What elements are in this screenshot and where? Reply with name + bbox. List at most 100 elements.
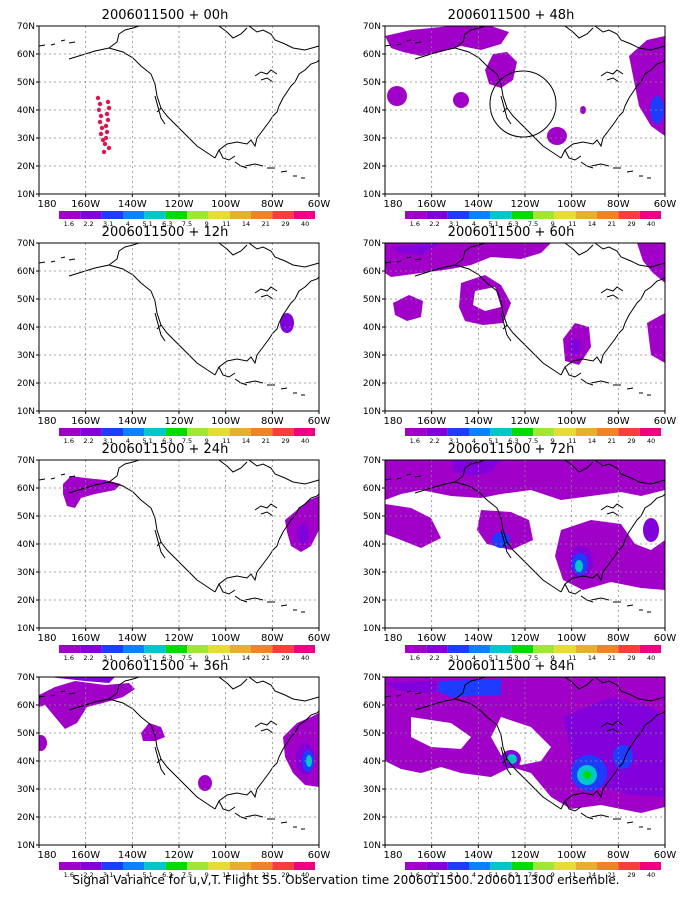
- lon-label: 140W: [464, 199, 493, 210]
- colorbar-label: 3.1: [103, 437, 113, 445]
- highlight-circle: [489, 70, 557, 138]
- colorbar-label: 2.2: [83, 220, 93, 228]
- lon-label: 80W: [607, 850, 630, 861]
- colorbar-label: 21: [262, 220, 270, 228]
- colorbar-label: 11: [568, 871, 576, 879]
- colorbar-swatch: [533, 862, 555, 870]
- colorbar-swatch: [447, 211, 469, 219]
- lat-label: 40N: [363, 757, 381, 767]
- lon-label: 120W: [165, 199, 194, 210]
- panel-title: 2006011500 + 60h: [447, 225, 575, 240]
- colorbar-label: 11: [568, 220, 576, 228]
- panel-48h: 2006011500 + 48h 10N 20N 30N 40N 50N 60N 70N 18…: [351, 8, 677, 228]
- colorbar-swatch: [426, 428, 448, 436]
- lon-label: 140W: [464, 850, 493, 861]
- lon-label: 100W: [557, 416, 586, 427]
- variance-field: [280, 313, 294, 333]
- lon-label: 60W: [654, 633, 677, 644]
- lon-label: 100W: [557, 633, 586, 644]
- lat-label: 30N: [17, 785, 35, 795]
- panel-title: 2006011500 + 72h: [447, 442, 575, 457]
- colorbar-swatch: [272, 645, 294, 653]
- colorbar-label: 1.6: [64, 871, 74, 879]
- lon-label: 60W: [654, 199, 677, 210]
- colorbar-swatch: [405, 645, 427, 653]
- colorbar-swatch: [251, 211, 273, 219]
- colorbar-label: 3.1: [103, 871, 113, 879]
- colorbar-label: 40: [647, 654, 655, 662]
- lat-label: 50N: [17, 729, 35, 739]
- colorbar-label: 1.6: [64, 654, 74, 662]
- colorbar-label: 5.1: [488, 220, 498, 228]
- colorbar-label: 5.1: [142, 220, 152, 228]
- colorbar-swatch: [80, 645, 102, 653]
- lat-label: 30N: [363, 351, 381, 361]
- colorbar-label: 29: [627, 220, 635, 228]
- panel-60h: 2006011500 + 60h 10N 20N 30N 40N 50N 60N 70N 18…: [351, 225, 677, 445]
- colorbar-label: 11: [222, 654, 230, 662]
- lon-label: 120W: [511, 416, 540, 427]
- colorbar-label: 9: [205, 654, 209, 662]
- colorbar-swatch: [426, 211, 448, 219]
- colorbar-label: 40: [647, 871, 655, 879]
- lat-label: 40N: [17, 106, 35, 116]
- colorbar-label: 7.5: [182, 437, 192, 445]
- colorbar-label: 3.1: [449, 437, 459, 445]
- lon-label: 180: [383, 633, 402, 644]
- lat-label: 60N: [17, 267, 35, 277]
- colorbar-label: 7.5: [528, 220, 538, 228]
- colorbar-label: 2.2: [83, 654, 93, 662]
- lon-label: 140W: [118, 199, 147, 210]
- colorbar-label: 21: [608, 220, 616, 228]
- colorbar-label: 14: [242, 654, 250, 662]
- lat-label: 60N: [363, 267, 381, 277]
- colorbar-swatch: [469, 428, 491, 436]
- variance-field: [385, 243, 665, 365]
- lon-label: 160W: [417, 199, 446, 210]
- colorbar-swatch: [59, 211, 81, 219]
- colorbar-label: 6.3: [508, 654, 518, 662]
- colorbar-label: 2.2: [83, 871, 93, 879]
- map: 10N 20N 30N 40N 50N 60N 70N 180 160W 140W 120W 100W…: [363, 673, 677, 879]
- colorbar-swatch: [405, 428, 427, 436]
- colorbar-swatch: [187, 428, 209, 436]
- lat-label: 30N: [17, 134, 35, 144]
- lat-label: 50N: [363, 295, 381, 305]
- lat-label: 60N: [17, 484, 35, 494]
- colorbar-label: 4: [472, 220, 476, 228]
- lat-label: 50N: [363, 78, 381, 88]
- lon-label: 120W: [165, 416, 194, 427]
- colorbar-label: 6.3: [162, 437, 172, 445]
- lat-label: 40N: [17, 323, 35, 333]
- panel-12h: 2006011500 + 12h 10N 20N 30N 40N 50N 60N 70N 18…: [5, 225, 331, 445]
- colorbar-swatch: [251, 645, 273, 653]
- lon-label: 160W: [417, 416, 446, 427]
- colorbar-label: 7.5: [182, 220, 192, 228]
- lat-label: 40N: [17, 540, 35, 550]
- lon-label: 60W: [308, 416, 331, 427]
- colorbar-swatch: [80, 862, 102, 870]
- colorbar-label: 11: [222, 220, 230, 228]
- lat-label: 60N: [363, 701, 381, 711]
- lon-label: 60W: [308, 633, 331, 644]
- colorbar-swatch: [639, 645, 661, 653]
- colorbar-label: 1.6: [410, 437, 420, 445]
- lat-label: 40N: [363, 323, 381, 333]
- lon-label: 60W: [654, 416, 677, 427]
- colorbar-swatch: [554, 211, 576, 219]
- lon-label: 60W: [654, 850, 677, 861]
- colorbar-swatch: [272, 862, 294, 870]
- colorbar-label: 5.1: [488, 437, 498, 445]
- lat-label: 10N: [17, 841, 35, 851]
- colorbar-label: 21: [608, 654, 616, 662]
- colorbar-label: 11: [222, 437, 230, 445]
- lat-label: 60N: [17, 701, 35, 711]
- lat-label: 40N: [363, 106, 381, 116]
- colorbar-swatch: [469, 211, 491, 219]
- colorbar-swatch: [575, 211, 597, 219]
- colorbar-swatch: [511, 862, 533, 870]
- colorbar-label: 7.5: [528, 437, 538, 445]
- map: 10N 20N 30N 40N 50N 60N 70N 180 160W 140W 120W 100W…: [17, 673, 331, 879]
- lon-label: 100W: [557, 199, 586, 210]
- panel-title: 2006011500 + 84h: [447, 659, 575, 674]
